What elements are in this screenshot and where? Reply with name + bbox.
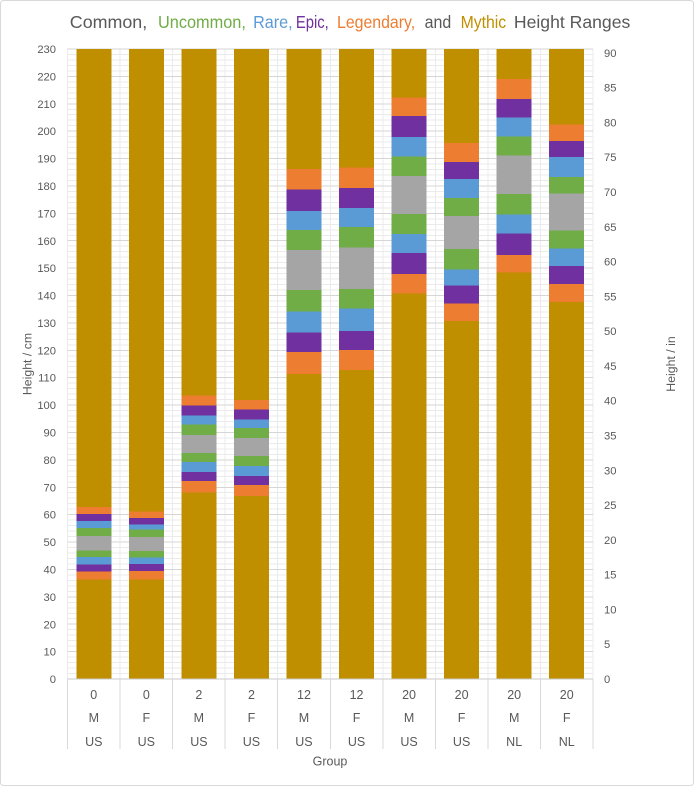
svg-text:40: 40 (604, 396, 616, 408)
svg-text:US: US (348, 735, 365, 749)
svg-text:0: 0 (50, 674, 56, 686)
svg-text:Height Ranges: Height Ranges (514, 12, 631, 32)
svg-text:M: M (89, 711, 99, 725)
svg-text:25: 25 (604, 500, 616, 512)
svg-text:20: 20 (507, 688, 521, 702)
svg-text:200: 200 (37, 126, 56, 138)
svg-text:160: 160 (37, 236, 56, 248)
svg-text:M: M (509, 711, 519, 725)
svg-text:30: 30 (604, 465, 616, 477)
svg-text:20: 20 (44, 619, 56, 631)
svg-text:210: 210 (37, 99, 56, 111)
svg-text:20: 20 (560, 688, 574, 702)
svg-text:90: 90 (44, 428, 56, 440)
svg-text:US: US (295, 735, 312, 749)
svg-text:0: 0 (604, 674, 610, 686)
svg-text:Epic,: Epic, (296, 12, 329, 32)
svg-text:NL: NL (506, 735, 522, 749)
svg-text:30: 30 (44, 592, 56, 604)
svg-text:40: 40 (44, 564, 56, 576)
svg-text:35: 35 (604, 431, 616, 443)
svg-text:170: 170 (37, 208, 56, 220)
svg-text:65: 65 (604, 222, 616, 234)
svg-text:0: 0 (143, 688, 150, 702)
svg-text:F: F (142, 711, 150, 725)
svg-text:80: 80 (604, 117, 616, 129)
svg-text:Height / in: Height / in (664, 336, 678, 392)
svg-text:110: 110 (38, 373, 56, 385)
svg-text:90: 90 (604, 48, 616, 60)
svg-text:60: 60 (604, 257, 616, 269)
svg-text:20: 20 (455, 688, 469, 702)
svg-text:10: 10 (604, 604, 616, 616)
svg-text:M: M (194, 711, 204, 725)
svg-text:0: 0 (90, 688, 97, 702)
svg-text:US: US (400, 735, 417, 749)
svg-text:US: US (85, 735, 102, 749)
svg-text:10: 10 (44, 647, 56, 659)
svg-text:US: US (243, 735, 260, 749)
svg-text:F: F (563, 711, 571, 725)
svg-text:US: US (138, 735, 155, 749)
svg-text:Uncommon,: Uncommon, (158, 12, 246, 32)
svg-text:Rare,: Rare, (253, 12, 293, 32)
svg-text:60: 60 (44, 510, 56, 522)
svg-text:Group: Group (313, 754, 348, 768)
svg-text:M: M (299, 711, 309, 725)
svg-text:75: 75 (604, 152, 616, 164)
svg-text:Common,: Common, (70, 12, 147, 32)
svg-text:2: 2 (195, 688, 202, 702)
svg-text:50: 50 (604, 326, 616, 338)
svg-text:20: 20 (402, 688, 416, 702)
svg-text:Mythic: Mythic (461, 12, 507, 32)
svg-text:120: 120 (37, 345, 56, 357)
svg-text:55: 55 (604, 291, 616, 303)
svg-text:and: and (425, 12, 452, 32)
svg-text:2: 2 (248, 688, 255, 702)
svg-text:F: F (248, 711, 256, 725)
svg-text:12: 12 (350, 688, 364, 702)
svg-text:NL: NL (559, 735, 575, 749)
svg-text:F: F (353, 711, 361, 725)
svg-text:220: 220 (37, 71, 56, 83)
svg-text:F: F (458, 711, 466, 725)
svg-text:5: 5 (604, 639, 610, 651)
svg-text:100: 100 (37, 400, 56, 412)
svg-text:150: 150 (37, 263, 56, 275)
svg-text:Legendary,: Legendary, (337, 12, 415, 32)
svg-text:70: 70 (44, 482, 56, 494)
svg-text:45: 45 (604, 361, 616, 373)
svg-text:Height / cm: Height / cm (20, 333, 34, 395)
svg-text:US: US (453, 735, 470, 749)
svg-text:85: 85 (604, 83, 616, 95)
svg-text:190: 190 (37, 154, 56, 166)
svg-text:70: 70 (604, 187, 616, 199)
svg-text:12: 12 (297, 688, 311, 702)
svg-text:180: 180 (37, 181, 56, 193)
svg-text:15: 15 (604, 570, 616, 582)
svg-text:M: M (404, 711, 414, 725)
svg-text:50: 50 (44, 537, 56, 549)
svg-text:US: US (190, 735, 207, 749)
svg-text:20: 20 (604, 535, 616, 547)
svg-text:130: 130 (37, 318, 56, 330)
svg-text:230: 230 (37, 44, 56, 56)
svg-text:140: 140 (37, 291, 56, 303)
svg-text:80: 80 (44, 455, 56, 467)
